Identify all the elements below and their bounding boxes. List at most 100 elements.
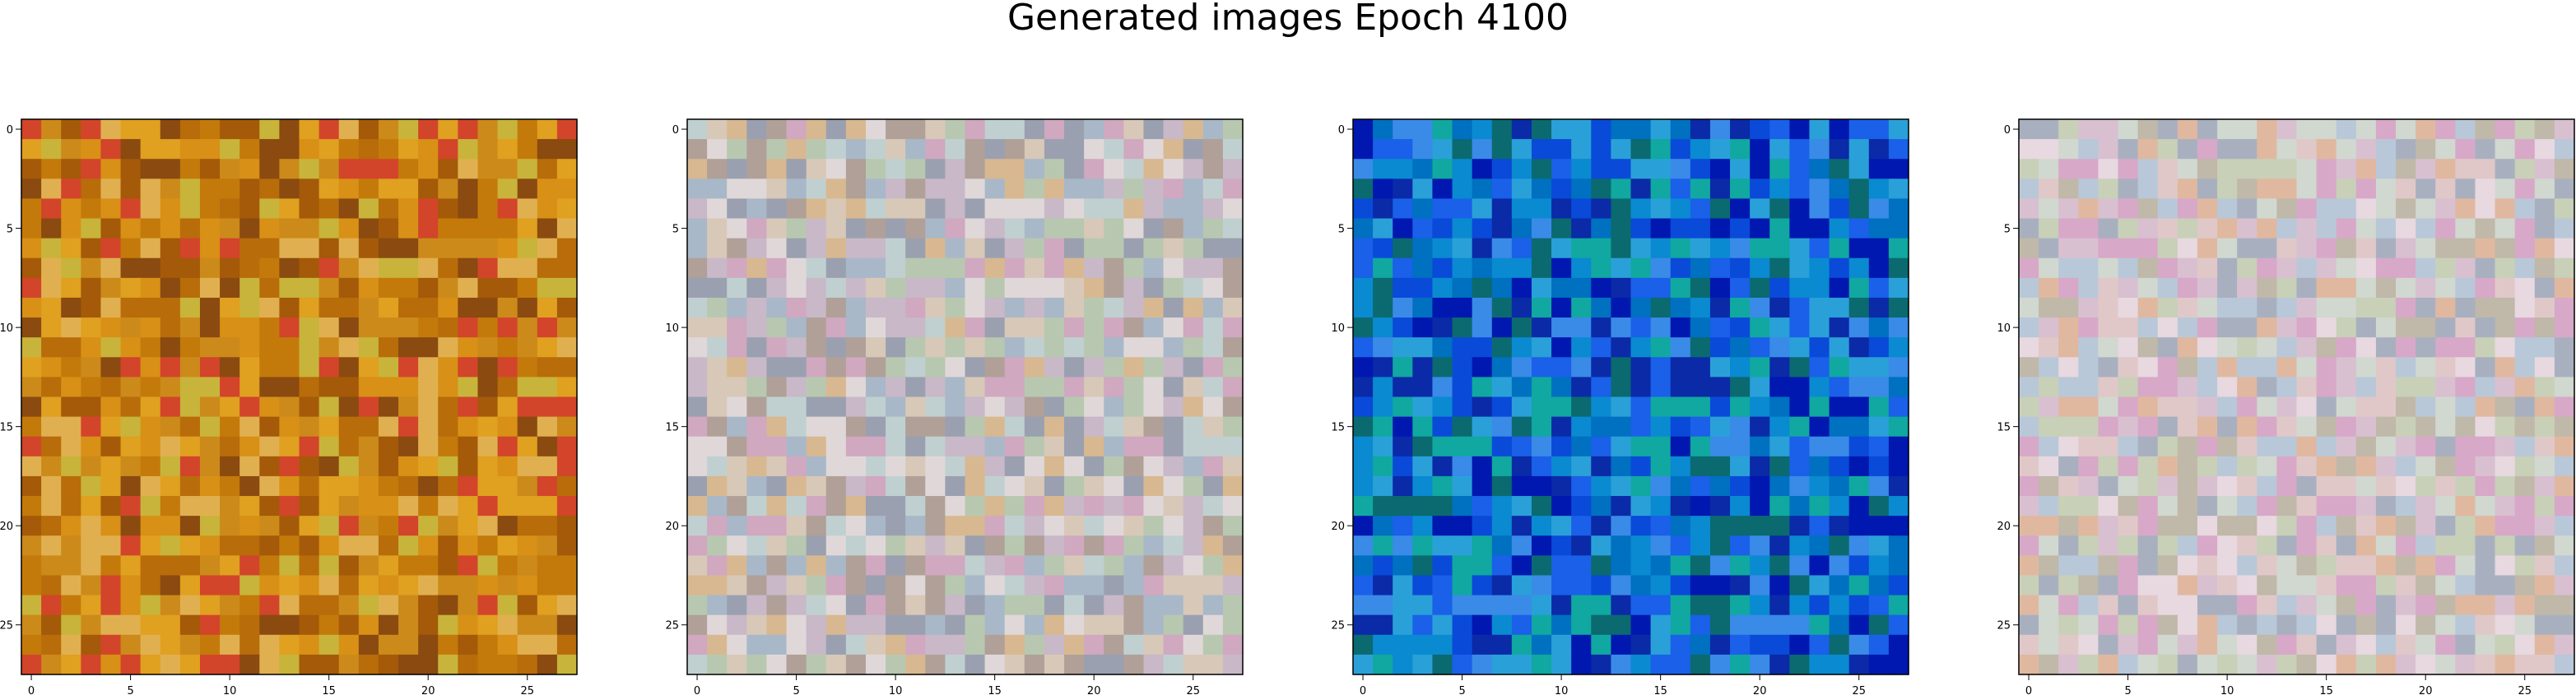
pixel-cell — [378, 416, 399, 438]
pixel-cell — [2019, 257, 2039, 279]
pixel-cell — [1064, 238, 1085, 259]
pixel-cell — [1412, 595, 1434, 616]
pixel-cell — [727, 198, 747, 220]
pixel-cell — [1222, 178, 1244, 200]
pixel-cell — [299, 337, 320, 358]
pixel-cell — [2237, 634, 2257, 656]
pixel-cell — [806, 377, 827, 398]
pixel-cell — [1690, 297, 1711, 318]
pixel-cell — [2455, 416, 2476, 438]
pixel-cell — [1084, 198, 1104, 220]
pixel-cell — [1809, 257, 1830, 279]
pixel-cell — [845, 456, 867, 477]
pixel-cell — [806, 257, 827, 279]
pixel-cell — [1848, 535, 1870, 556]
pixel-cell — [1789, 139, 1811, 160]
pixel-cell — [2435, 178, 2456, 200]
pixel-cell — [220, 416, 240, 438]
pixel-cell — [1373, 595, 1393, 616]
pixel-cell — [2475, 496, 2496, 517]
pixel-cell — [687, 377, 708, 398]
pixel-cell — [2217, 595, 2238, 616]
pixel-cell — [1730, 456, 1751, 477]
pixel-cell — [2177, 575, 2198, 596]
pixel-cell — [517, 159, 538, 179]
pixel-cell — [2375, 139, 2397, 160]
pixel-cell — [2375, 297, 2397, 318]
pixel-cell — [1611, 475, 1632, 497]
pixel-cell — [1531, 535, 1552, 556]
pixel-cell — [1829, 575, 1850, 596]
pixel-cell — [1491, 119, 1513, 140]
pixel-cell — [1690, 238, 1711, 259]
pixel-cell — [1104, 238, 1124, 259]
pixel-cell — [358, 436, 379, 457]
pixel-cell — [1709, 257, 1731, 279]
pixel-cell — [1829, 159, 1850, 179]
pixel-cell — [2495, 575, 2516, 596]
pixel-cell — [1809, 218, 1830, 239]
pixel-cell — [2276, 198, 2298, 220]
pixel-cell — [120, 436, 142, 457]
pixel-cell — [319, 614, 340, 636]
pixel-cell — [1004, 119, 1025, 140]
pixel-cell — [727, 257, 747, 279]
pixel-cell — [1511, 139, 1532, 160]
pixel-cell — [1353, 119, 1374, 140]
pixel-cell — [687, 119, 708, 140]
pixel-cell — [1611, 516, 1632, 536]
pixel-cell — [2058, 595, 2079, 616]
pixel-cell — [140, 416, 161, 438]
pixel-cell — [2455, 555, 2476, 577]
pixel-cell — [517, 634, 538, 656]
pixel-cell — [1611, 396, 1632, 418]
pixel-cell — [2019, 178, 2039, 200]
pixel-cell — [1888, 277, 1909, 299]
pixel-cell — [1531, 277, 1552, 299]
pixel-cell — [497, 218, 518, 239]
pixel-cell — [556, 119, 578, 140]
pixel-cell — [905, 139, 926, 160]
pixel-cell — [1650, 357, 1672, 378]
pixel-cell — [766, 238, 788, 259]
pixel-cell — [1670, 159, 1691, 179]
pixel-cell — [2336, 496, 2357, 517]
pixel-cell — [2237, 317, 2257, 338]
pixel-cell — [21, 436, 42, 457]
pixel-cell — [727, 654, 747, 675]
pixel-cell — [1084, 654, 1104, 675]
pixel-cell — [2416, 159, 2436, 179]
pixel-cell — [2336, 654, 2357, 675]
pixel-cell — [984, 396, 1006, 418]
pixel-cell — [1123, 218, 1145, 239]
pixel-cell — [2514, 654, 2536, 675]
pixel-cell — [1202, 614, 1224, 636]
pixel-cell — [727, 575, 747, 596]
pixel-cell — [1044, 634, 1065, 656]
pixel-cell — [556, 357, 578, 378]
pixel-cell — [2039, 634, 2059, 656]
pixel-cell — [477, 357, 499, 378]
pixel-cell — [1670, 614, 1691, 636]
pixel-cell — [1531, 456, 1552, 477]
pixel-cell — [2355, 595, 2377, 616]
pixel-cell — [160, 257, 181, 279]
pixel-cell — [1452, 396, 1473, 418]
pixel-cell — [1373, 614, 1393, 636]
pixel-cell — [458, 159, 479, 179]
pixel-cell — [2058, 396, 2079, 418]
pixel-cell — [806, 416, 827, 438]
pixel-cell — [984, 218, 1006, 239]
pixel-cell — [2495, 654, 2516, 675]
pixel-cell — [358, 516, 379, 536]
pixel-cell — [1452, 178, 1473, 200]
pixel-cell — [1789, 614, 1811, 636]
pixel-cell — [1769, 396, 1790, 418]
pixel-cell — [2435, 257, 2456, 279]
pixel-cell — [766, 436, 788, 457]
pixel-cell — [1123, 496, 1145, 517]
pixel-cell — [1064, 396, 1085, 418]
pixel-cell — [81, 614, 102, 636]
pixel-cell — [1004, 238, 1025, 259]
pixel-cell — [1829, 416, 1850, 438]
